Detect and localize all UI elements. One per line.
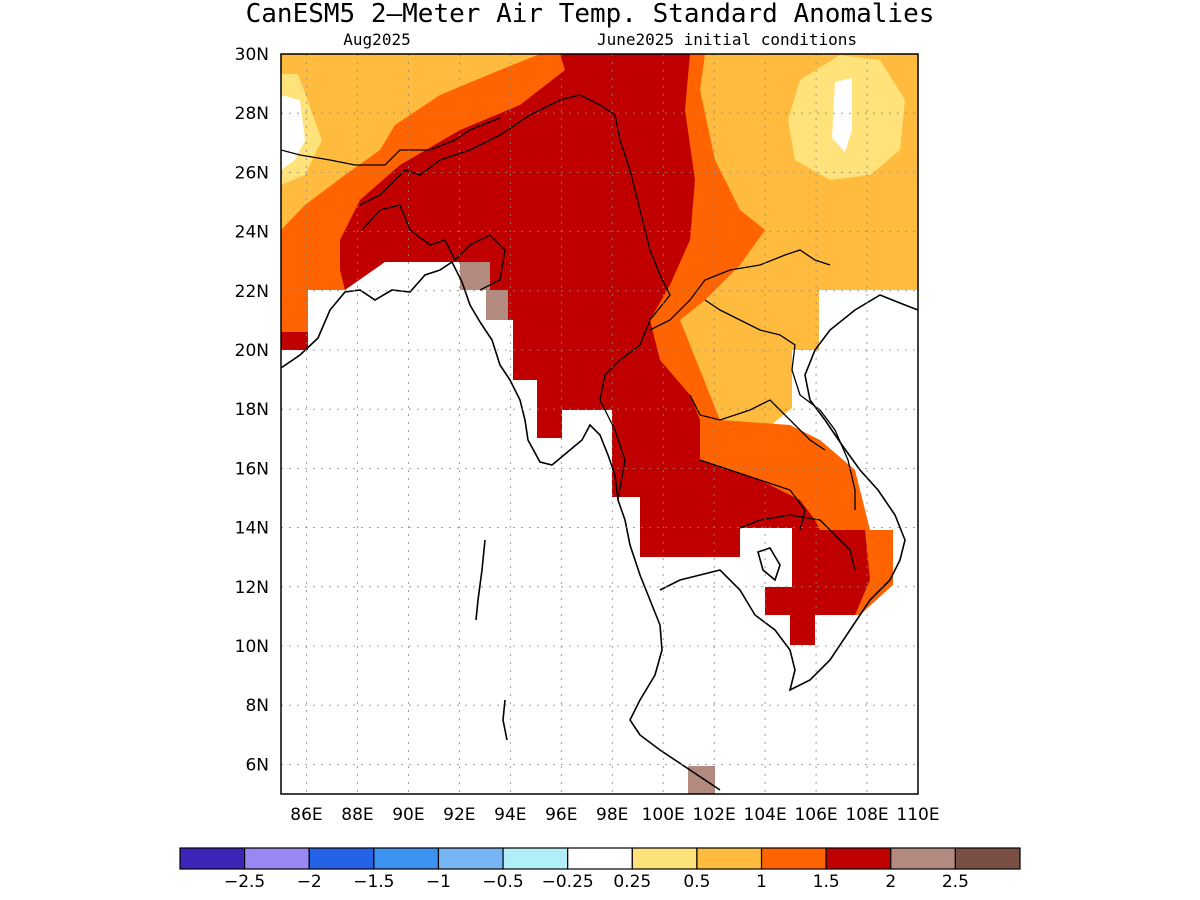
colorbar-label: 0.25 [613, 872, 651, 892]
colorbar-labels: −2.5 −2 −1.5 −1 −0.5 −0.25 0.25 0.5 1 1.… [224, 872, 969, 892]
border-nepal-bhutan [281, 117, 501, 166]
lon-tick-label: 96E [545, 805, 577, 825]
longitude-axis: 86E 88E 90E 92E 94E 96E 98E 100E 102E 10… [290, 805, 939, 825]
colorbar-swatch [437, 847, 504, 870]
colorbar-label: −1 [426, 872, 451, 892]
colorbar-swatch [760, 847, 827, 870]
colorbar: −2.5 −2 −1.5 −1 −0.5 −0.25 0.25 0.5 1 1.… [179, 847, 1021, 892]
colorbar-label: −0.25 [542, 872, 594, 892]
anomaly-zone-2-2.5-malaya [688, 766, 715, 794]
latitude-axis: 30N 28N 26N 24N 22N 20N 18N 16N 14N 12N … [235, 45, 269, 775]
lat-tick-label: 10N [235, 637, 269, 657]
lon-tick-label: 110E [896, 805, 939, 825]
colorbar-swatch [631, 847, 698, 870]
anomaly-zone-near-zero-ne [832, 78, 852, 152]
colorbar-label: 1 [756, 872, 767, 892]
lat-tick-label: 26N [235, 163, 269, 183]
colorbar-swatch [954, 847, 1021, 870]
anomaly-field [281, 54, 918, 794]
lat-tick-label: 16N [235, 459, 269, 479]
lat-tick-label: 30N [235, 45, 269, 65]
valid-month-label: Aug2025 [343, 30, 410, 49]
lon-tick-label: 88E [341, 805, 373, 825]
coastline-indochina [659, 294, 918, 692]
masked-area-bay-of-bengal [281, 262, 918, 794]
lat-tick-label: 12N [235, 578, 269, 598]
lon-tick-label: 108E [845, 805, 888, 825]
border-laos-thailand [649, 249, 856, 571]
lon-tick-label: 86E [290, 805, 322, 825]
lon-tick-label: 102E [693, 805, 736, 825]
lat-tick-label: 28N [235, 104, 269, 124]
colorbar-label: 2.5 [942, 872, 969, 892]
border-myanmar-west [359, 94, 671, 501]
lon-tick-label: 104E [744, 805, 787, 825]
lat-tick-label: 22N [235, 282, 269, 302]
lat-tick-label: 14N [235, 519, 269, 539]
colorbar-swatch [308, 847, 375, 870]
colorbar-label: −1.5 [353, 872, 394, 892]
lat-tick-label: 6N [245, 755, 269, 775]
init-conditions-label: June2025 initial conditions [597, 30, 857, 49]
map-frame [280, 53, 919, 795]
colorbar-label: −2 [297, 872, 322, 892]
border-bangladesh [361, 204, 506, 291]
lon-tick-label: 106E [794, 805, 837, 825]
lon-tick-label: 100E [642, 805, 685, 825]
lat-tick-label: 18N [235, 400, 269, 420]
colorbar-swatch [244, 847, 310, 870]
colorbar-swatch [179, 847, 246, 870]
colorbar-swatch [825, 847, 892, 870]
colorbar-label: 1.5 [813, 872, 840, 892]
colorbar-swatch [696, 847, 763, 870]
lat-lon-grid [281, 54, 918, 794]
colorbar-swatch [502, 847, 569, 870]
chart-title: CanESM5 2—Meter Air Temp. Standard Anoma… [246, 0, 935, 29]
anomaly-zone-1.5-2-north [560, 75, 615, 88]
lon-tick-label: 90E [392, 805, 424, 825]
coastline-andaman-islands [475, 539, 508, 741]
lat-tick-label: 24N [235, 223, 269, 243]
lon-tick-label: 98E [596, 805, 628, 825]
coastline-india-bangladesh [281, 260, 721, 791]
colorbar-boxes [179, 847, 1021, 870]
anomaly-zone-2-2.5-b [486, 290, 508, 320]
colorbar-swatch [567, 847, 633, 870]
colorbar-label: −0.5 [482, 872, 523, 892]
lon-tick-label: 92E [443, 805, 475, 825]
anomaly-zone-1.5-2-west [281, 332, 308, 350]
lat-tick-label: 20N [235, 341, 269, 361]
masked-area-gulf-of-tonkin [792, 290, 918, 530]
colorbar-swatch [373, 847, 440, 870]
lat-tick-label: 8N [245, 696, 269, 716]
colorbar-swatch [890, 847, 956, 870]
colorbar-label: 2 [885, 872, 896, 892]
colorbar-label: −2.5 [224, 872, 265, 892]
anomaly-zone-1.5-2-main [340, 54, 870, 645]
lon-tick-label: 94E [494, 805, 526, 825]
coastline-lake-tonle-sap [757, 547, 781, 582]
colorbar-label: 0.5 [683, 872, 710, 892]
coastlines-and-borders [281, 94, 918, 791]
anomaly-zone-2-2.5-a [460, 262, 490, 290]
border-vietnam-laos [704, 299, 856, 510]
